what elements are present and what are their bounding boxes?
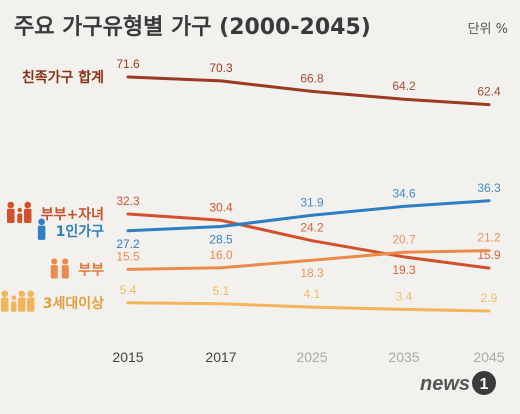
series-label-group: 부부+자녀 xyxy=(6,201,104,223)
series-label-group: 1인가구 xyxy=(37,218,105,240)
series-0: 71.6 70.3 66.8 64.2 62.4 친족가구 합계 xyxy=(22,57,501,107)
series-label-group: 부부 xyxy=(50,258,104,279)
data-label: 32.3 xyxy=(116,194,140,208)
logo-mark: 1 xyxy=(480,376,489,393)
news1-logo: news 1 xyxy=(420,371,496,395)
logo-mark-circle xyxy=(472,371,496,395)
series-label-group: 친족가구 합계 xyxy=(22,69,104,86)
three-generation-icon xyxy=(0,290,35,312)
data-label: 18.3 xyxy=(300,266,324,280)
data-label: 5.4 xyxy=(120,283,137,297)
x-tick-label: 2025 xyxy=(296,349,327,365)
series-line xyxy=(126,249,491,271)
series-3: 15.5 16.0 18.3 20.7 21.2 부부 xyxy=(50,231,501,280)
data-label: 2.9 xyxy=(481,291,498,305)
chart-title: 주요 가구유형별 가구 (2000-2045) xyxy=(14,15,371,40)
x-tick-label: 2045 xyxy=(473,349,504,365)
unit-label: 단위 % xyxy=(468,22,508,37)
data-label: 21.2 xyxy=(477,231,501,245)
data-label: 64.2 xyxy=(392,79,416,93)
series-line xyxy=(126,75,491,107)
data-label: 36.3 xyxy=(477,181,501,195)
data-label: 24.2 xyxy=(300,221,324,235)
series-4: 5.4 5.1 4.1 3.4 2.9 3세대이상 xyxy=(0,283,498,313)
data-label: 19.3 xyxy=(392,263,416,277)
data-label: 4.1 xyxy=(304,287,321,301)
x-axis: 2015 2017 2025 2035 2045 xyxy=(112,349,504,365)
data-label: 34.6 xyxy=(392,186,416,200)
series-1: 32.3 30.424.219.315.9부부+자녀 xyxy=(6,194,501,277)
data-label: 71.6 xyxy=(116,57,140,71)
series-2: 27.2 28.5 31.9 34.6 36.3 1인가구 xyxy=(37,181,501,251)
couple-with-child-icon xyxy=(6,201,32,223)
data-label: 3.4 xyxy=(396,289,413,303)
data-label: 30.4 xyxy=(209,200,233,214)
data-label: 70.3 xyxy=(209,61,233,75)
series-label: 1인가구 xyxy=(56,223,105,240)
series-line xyxy=(126,199,491,233)
series-label-group: 3세대이상 xyxy=(0,290,104,312)
series-line xyxy=(126,212,491,270)
data-label: 16.0 xyxy=(209,248,233,262)
logo-text: news xyxy=(420,373,470,395)
series-label: 친족가구 합계 xyxy=(22,69,104,86)
series-label: 3세대이상 xyxy=(43,295,104,312)
series-line xyxy=(126,301,491,313)
x-tick-label: 2015 xyxy=(112,349,143,365)
couple-icon xyxy=(50,258,69,279)
data-label: 62.4 xyxy=(477,85,501,99)
data-label: 31.9 xyxy=(300,195,324,209)
series-label: 부부+자녀 xyxy=(41,206,104,223)
single-person-icon xyxy=(37,218,46,240)
data-label: 20.7 xyxy=(392,232,416,246)
data-label: 66.8 xyxy=(300,71,324,85)
data-label: 28.5 xyxy=(209,233,233,247)
data-label: 15.5 xyxy=(116,249,140,263)
data-label: 27.2 xyxy=(116,237,140,251)
data-label: 5.1 xyxy=(213,284,230,298)
x-tick-label: 2035 xyxy=(388,349,419,365)
x-tick-label: 2017 xyxy=(205,349,236,365)
series-label: 부부 xyxy=(78,262,104,278)
